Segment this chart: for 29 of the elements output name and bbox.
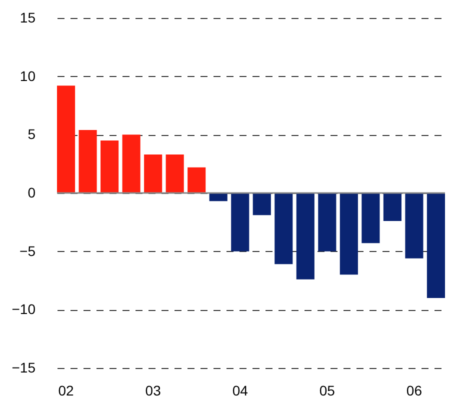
x-tick-label: 06 xyxy=(406,382,422,398)
bar xyxy=(340,193,358,275)
bar xyxy=(362,193,380,244)
x-tick-label: 03 xyxy=(145,382,162,398)
y-tick-label: −10 xyxy=(12,301,36,318)
bar xyxy=(100,140,119,193)
x-tick-label: 05 xyxy=(319,382,336,398)
y-tick-label: 10 xyxy=(20,68,36,84)
bar xyxy=(166,154,184,193)
x-tick-label: 02 xyxy=(58,382,74,398)
bar xyxy=(122,134,140,193)
y-tick-label: 15 xyxy=(20,10,36,26)
y-tick-label: −5 xyxy=(20,242,36,259)
bar xyxy=(426,193,445,298)
y-tick-label: 5 xyxy=(28,126,36,142)
bar xyxy=(252,193,271,216)
y-tick-label: −15 xyxy=(12,360,36,376)
bar xyxy=(188,167,206,193)
x-tick-label: 04 xyxy=(232,382,248,398)
bar xyxy=(318,193,336,252)
bar xyxy=(144,154,162,193)
bar xyxy=(274,193,293,264)
bar xyxy=(405,193,424,258)
y-tick-label: 0 xyxy=(28,184,36,200)
bar xyxy=(296,193,314,280)
bar xyxy=(57,86,76,193)
bar xyxy=(231,193,250,252)
bar xyxy=(383,193,402,221)
bar xyxy=(78,130,97,193)
